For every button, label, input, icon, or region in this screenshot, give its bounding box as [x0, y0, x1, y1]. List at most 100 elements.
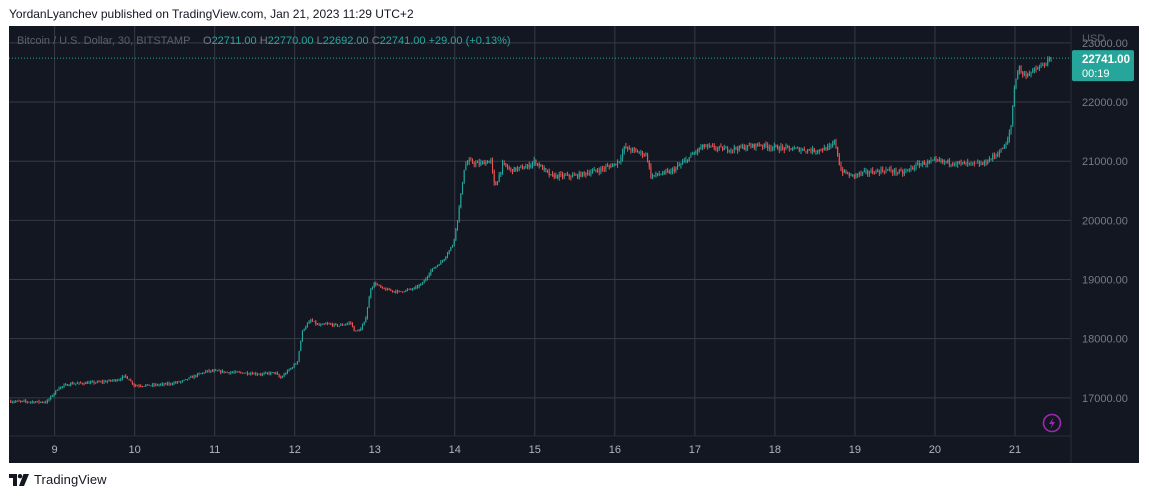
tradingview-footer[interactable]: TradingView — [9, 472, 107, 487]
candle — [807, 148, 809, 154]
candle — [331, 322, 333, 327]
candle-body — [705, 146, 707, 148]
candle-body — [306, 323, 308, 327]
candle — [593, 166, 595, 171]
candle-body — [48, 399, 50, 401]
last-price-tag[interactable]: 22741.00 00:19 — [1072, 50, 1134, 82]
last-price-tag-bg — [1072, 50, 1134, 82]
candle — [738, 145, 740, 152]
candle — [692, 151, 694, 155]
candle-body — [882, 169, 884, 172]
candle-body — [667, 171, 669, 172]
candle-body — [858, 172, 860, 175]
candle — [737, 146, 739, 154]
candle — [792, 146, 794, 152]
candle — [902, 169, 904, 177]
candle — [950, 163, 952, 168]
candle-body — [843, 170, 845, 173]
candle — [248, 372, 250, 375]
candle — [435, 266, 437, 269]
candle — [685, 156, 687, 164]
candle-body — [820, 149, 822, 151]
candle — [820, 148, 822, 152]
candle — [428, 272, 430, 278]
candle-body — [568, 174, 570, 177]
candle-body — [567, 174, 569, 176]
candle — [515, 167, 517, 172]
candle — [727, 146, 729, 154]
candle — [538, 162, 540, 169]
candle-body — [281, 376, 283, 378]
candle-body — [623, 146, 625, 152]
candle — [948, 157, 950, 168]
candle — [540, 164, 542, 167]
replay-icon[interactable] — [1042, 413, 1062, 433]
candle-body — [336, 324, 338, 327]
candle-body — [577, 174, 579, 178]
candle-body — [330, 323, 332, 325]
candle-body — [988, 158, 990, 163]
candle — [717, 146, 719, 153]
time-axis[interactable]: 9 10 11 12 13 14 15 16 17 18 19 20 21 — [52, 444, 1022, 456]
candle-body — [43, 402, 45, 404]
candle-body — [150, 385, 152, 387]
candle — [585, 172, 587, 178]
candle-body — [491, 159, 494, 171]
candle — [281, 375, 283, 379]
price-axis[interactable]: 23000.00 22000.00 21000.00 20000.00 19000.00… — [1082, 38, 1128, 405]
candle — [83, 382, 85, 386]
candle — [702, 144, 704, 151]
candle-body — [116, 380, 118, 382]
candle-body — [715, 148, 717, 150]
candle-body — [31, 401, 33, 403]
candle — [416, 284, 419, 289]
candle — [60, 386, 62, 390]
candle — [465, 161, 467, 171]
candle — [635, 147, 637, 153]
candle-body — [930, 160, 932, 162]
y-tick-label: 20000.00 — [1082, 215, 1128, 227]
candle-body — [685, 159, 687, 161]
candle — [980, 160, 982, 166]
candle-body — [323, 323, 325, 325]
candle-body — [643, 155, 645, 157]
candle — [1025, 70, 1027, 80]
candle-body — [872, 170, 874, 173]
candle — [908, 168, 910, 173]
candle-body — [877, 170, 879, 172]
candle — [65, 383, 67, 386]
candle — [390, 288, 392, 292]
candle-body — [978, 162, 980, 165]
candle — [618, 161, 620, 164]
candle-body — [358, 330, 360, 332]
legend-l-value: 22692.00 — [323, 35, 369, 47]
candle-body — [545, 168, 547, 171]
chart-panel[interactable]: 23000.00 22000.00 21000.00 20000.00 19000.00… — [9, 26, 1139, 463]
candle-body — [321, 323, 323, 325]
candle-body — [143, 386, 145, 387]
candle — [843, 168, 845, 174]
candle-body — [815, 151, 817, 153]
candle — [518, 166, 520, 172]
candle-body — [675, 167, 677, 172]
candle-body — [28, 401, 30, 403]
candle — [185, 379, 187, 381]
candle — [128, 378, 130, 381]
candle — [513, 166, 515, 172]
candle-body — [228, 372, 230, 374]
candle-body — [610, 166, 612, 168]
candle-body — [55, 390, 57, 394]
candle — [503, 160, 505, 166]
price-chart[interactable]: 23000.00 22000.00 21000.00 20000.00 19000.00… — [9, 26, 1139, 463]
candle-body — [331, 324, 333, 326]
candle — [925, 162, 927, 168]
candle — [113, 378, 115, 382]
candle-body — [343, 324, 345, 326]
candle — [952, 161, 954, 167]
candle — [351, 322, 353, 328]
candle — [241, 372, 243, 374]
candle — [171, 382, 173, 386]
candle — [480, 159, 482, 167]
candle-body — [1037, 68, 1039, 70]
candle-body — [280, 376, 282, 378]
